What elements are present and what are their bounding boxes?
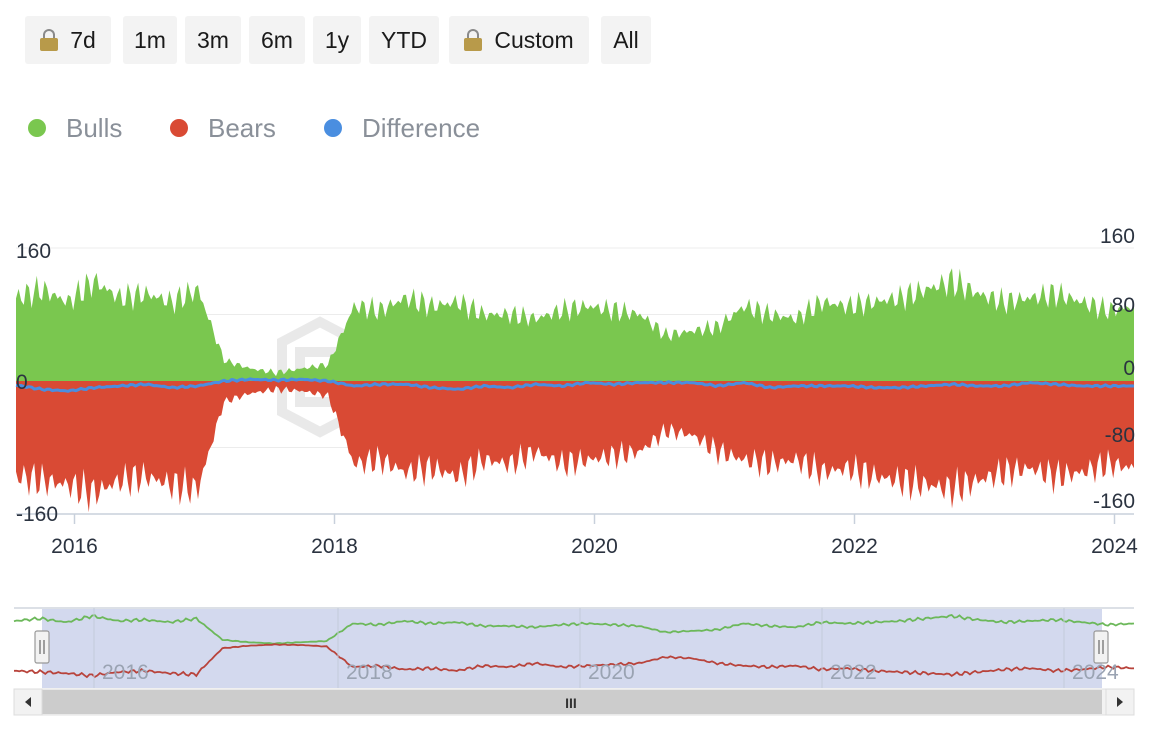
lock-icon	[464, 29, 483, 51]
range-button-7d[interactable]: 7d	[25, 16, 111, 64]
range-button-label: YTD	[381, 26, 427, 53]
navigator-line-bears	[14, 643, 1135, 679]
navigator-tick-label: 2018	[346, 661, 393, 684]
navigator-mask[interactable]	[42, 609, 1102, 688]
range-button-label: 1y	[324, 26, 350, 53]
range-button-label: All	[613, 26, 639, 53]
legend-item-bears[interactable]: Bears	[170, 108, 276, 148]
y-left-tick-label: 0	[16, 371, 28, 394]
x-tick-label: 2020	[571, 535, 618, 558]
series-area-bulls	[16, 268, 1134, 381]
legend-dot-icon	[28, 119, 46, 137]
legend-label: Bulls	[66, 112, 123, 143]
scrollbar-thumb[interactable]	[42, 690, 1102, 714]
x-tick-label: 2024	[1091, 535, 1138, 558]
navigator-left-handle[interactable]	[34, 630, 50, 664]
range-button-6m[interactable]: 6m	[249, 16, 305, 64]
scrollbar-grip-icon: III	[565, 695, 577, 711]
x-tick-label: 2022	[831, 535, 878, 558]
series-line-difference	[15, 377, 1135, 393]
legend-label: Bears	[208, 112, 276, 143]
range-button-1m[interactable]: 1m	[123, 16, 177, 64]
range-button-1y[interactable]: 1y	[313, 16, 361, 64]
range-button-label: Custom	[494, 26, 574, 53]
range-button-label: 3m	[197, 26, 229, 53]
scroll-right-arrow-icon[interactable]	[1105, 688, 1135, 716]
legend-item-bulls[interactable]: Bulls	[28, 108, 122, 148]
range-button-custom[interactable]: Custom	[449, 16, 589, 64]
x-tick-label: 2016	[51, 535, 98, 558]
y-left-tick-label: 160	[16, 240, 51, 263]
y-right-tick-label: 0	[1123, 357, 1135, 380]
y-right-tick-label: -80	[1105, 424, 1135, 447]
x-tick-label: 2018	[311, 535, 358, 558]
range-button-label: 6m	[261, 26, 293, 53]
y-right-tick-label: -160	[1093, 490, 1135, 513]
series-area-bears	[16, 381, 1134, 513]
scrollbar[interactable]: III	[13, 688, 1135, 716]
watermark-logo	[277, 316, 363, 438]
y-right-tick-label: 160	[1100, 225, 1135, 248]
legend-label: Difference	[362, 112, 481, 143]
range-button-ytd[interactable]: YTD	[369, 16, 439, 64]
scroll-left-arrow-icon[interactable]	[13, 688, 43, 716]
legend-dot-icon	[170, 119, 188, 137]
legend-item-difference[interactable]: Difference	[324, 108, 480, 148]
navigator-tick-label: 2020	[588, 661, 635, 684]
range-button-all[interactable]: All	[601, 16, 651, 64]
navigator-tick-label: 2016	[102, 661, 149, 684]
navigator-line-bulls	[13, 614, 1135, 645]
y-right-tick-label: 80	[1112, 294, 1135, 317]
lock-icon	[40, 29, 59, 51]
range-button-label: 1m	[134, 26, 166, 53]
navigator-tick-label: 2022	[830, 661, 877, 684]
navigator-right-handle[interactable]	[1093, 630, 1109, 664]
navigator[interactable]: 2016 2018 2020 2022 2024 III	[13, 607, 1135, 716]
navigator-tick-label: 2024	[1072, 661, 1119, 684]
y-left-tick-label: -160	[16, 503, 58, 526]
legend-dot-icon	[324, 119, 342, 137]
range-button-3m[interactable]: 3m	[185, 16, 241, 64]
range-button-label: 7d	[70, 26, 96, 53]
